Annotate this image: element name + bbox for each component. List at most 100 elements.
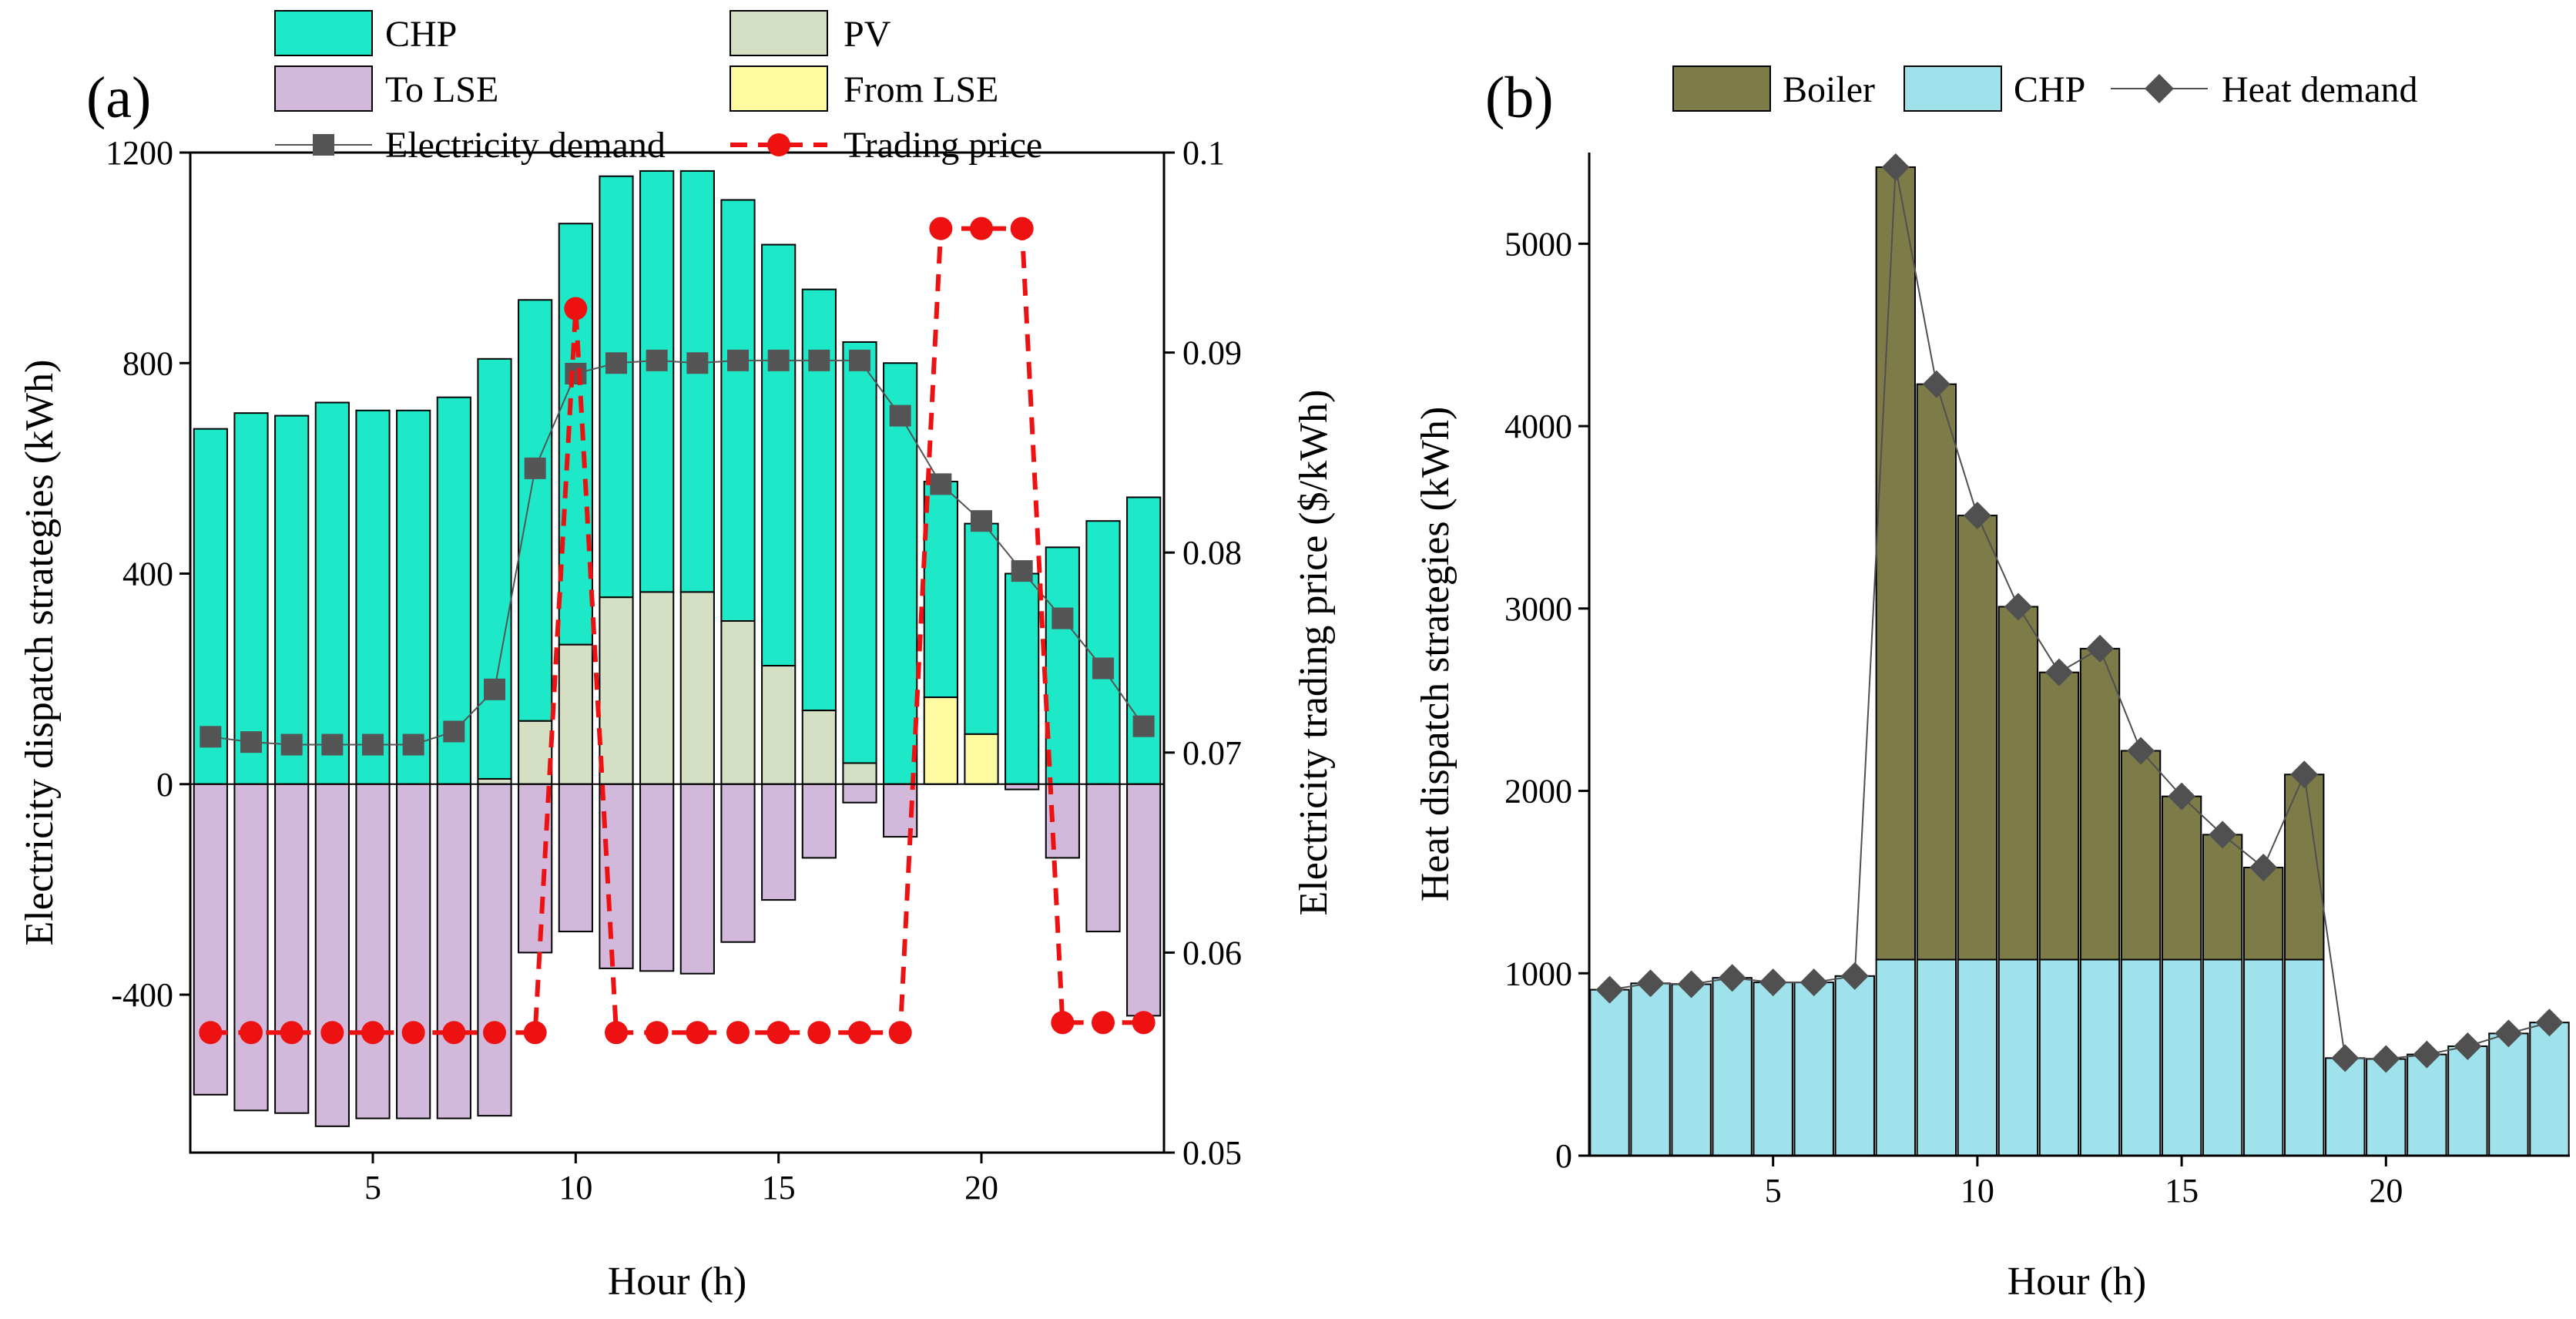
trading-price-point-h5	[361, 1021, 384, 1045]
heat-demand-point-h7	[1840, 962, 1869, 990]
bar-to-lse-h24	[1126, 783, 1162, 1017]
heat-demand-point-h2	[1636, 969, 1665, 998]
electricity-demand-point-h11	[605, 352, 627, 374]
bar-chp-heat-h24	[2529, 1022, 2570, 1156]
a-y2tick-label-2: 0.07	[1182, 734, 1242, 772]
trading-price-point-h20	[970, 216, 993, 240]
bar-chp-heat-h1	[1589, 988, 1630, 1156]
bar-to-lse-h3	[274, 783, 310, 1114]
bar-chp-heat-h5	[1753, 982, 1793, 1157]
trading-price-point-h10	[564, 297, 588, 321]
panel-a-lines	[199, 216, 1156, 1045]
a-xtick-label-10: 10	[558, 1169, 592, 1207]
bar-chp-heat-h6	[1793, 982, 1834, 1157]
legend-heat-demand-marker	[2145, 74, 2174, 103]
bar-chp-heat-h23	[2488, 1032, 2529, 1156]
bar-to-lse-h14	[720, 783, 756, 943]
legend-electricity-demand-label: Electricity demand	[385, 125, 666, 166]
heat-demand-point-h10	[1963, 502, 1991, 530]
bar-chp-h15	[761, 243, 797, 667]
heat-demand-point-h12	[2044, 658, 2073, 686]
bar-chp-h21	[1005, 572, 1040, 785]
trading-price-point-h6	[401, 1021, 425, 1045]
bar-to-lse-h4	[314, 783, 350, 1127]
panel-a-label: (a)	[86, 65, 151, 130]
bar-from-lse-h19	[923, 696, 958, 785]
heat-demand-point-h20	[2372, 1045, 2400, 1073]
bar-chp-h11	[599, 175, 634, 599]
bar-chp-heat-h22	[2447, 1045, 2488, 1156]
legend-to-lse: To LSE	[274, 65, 498, 112]
bar-to-lse-h17	[842, 783, 877, 804]
panel-b-axes: 0 1000 2000 3000 4000 5000 5 10 15 20	[1504, 225, 2403, 1210]
a-ytick-label--400: -400	[111, 976, 173, 1014]
bar-to-lse-h2	[233, 783, 269, 1112]
bar-chp-heat-h16	[2202, 958, 2243, 1156]
bar-boiler-h13	[2079, 647, 2121, 961]
electricity-demand-point-h17	[849, 349, 870, 371]
electricity-demand-point-h18	[889, 404, 911, 427]
a-xtick-label-20: 20	[964, 1169, 998, 1207]
bar-chp-heat-h19	[2325, 1057, 2366, 1157]
bar-chp-h23	[1085, 520, 1121, 785]
legend-electricity-demand: Electricity demand	[275, 125, 666, 166]
trading-price-point-h11	[605, 1021, 628, 1045]
heat-demand-point-h24	[2535, 1009, 2564, 1037]
panel-b-bars	[1589, 166, 2570, 1157]
bar-chp-h1	[193, 428, 228, 785]
trading-price-point-h4	[320, 1021, 344, 1045]
bar-chp-h22	[1045, 546, 1080, 785]
electricity-demand-point-h23	[1092, 657, 1114, 680]
electricity-demand-point-h3	[280, 733, 303, 756]
trading-price-point-h24	[1132, 1011, 1156, 1035]
a-y2tick-label-0: 0.05	[1182, 1134, 1242, 1172]
electricity-demand-point-h15	[767, 349, 790, 371]
legend-electricity-demand-marker	[313, 134, 334, 156]
legend-boiler-label: Boiler	[1783, 69, 1875, 110]
panel-a-plot-frame	[189, 151, 1166, 1154]
heat-demand-point-h23	[2494, 1019, 2523, 1048]
bar-boiler-h15	[2161, 795, 2202, 961]
b-xtick-label-15: 15	[2165, 1172, 2199, 1210]
bar-pv-h17	[842, 762, 877, 785]
electricity-demand-point-h6	[402, 733, 424, 756]
legend-from-lse: From LSE	[730, 65, 998, 112]
bar-to-lse-h21	[1005, 783, 1040, 790]
bar-pv-h16	[801, 710, 837, 785]
trading-price-point-h16	[807, 1021, 831, 1045]
b-ytick-label-4000: 4000	[1504, 408, 1572, 445]
bar-chp-h9	[518, 299, 553, 722]
trading-price-point-h1	[199, 1021, 223, 1045]
legend-boiler: Boiler	[1672, 65, 1875, 112]
bar-pv-h10	[558, 643, 593, 785]
bar-chp-h5	[355, 409, 391, 785]
legend-pv-swatch	[730, 10, 828, 56]
heat-demand-point-h4	[1718, 964, 1746, 992]
legend-trading-price-label: Trading price	[844, 125, 1042, 166]
legend-to-lse-label: To LSE	[385, 69, 498, 110]
electricity-demand-point-h9	[524, 457, 546, 479]
bar-chp-heat-h18	[2284, 958, 2325, 1156]
bar-chp-h16	[801, 288, 837, 712]
panel-a-y-axis-label: Electricity dispatch strategies (kWh)	[18, 360, 62, 946]
legend-heat-demand-label: Heat demand	[2222, 69, 2418, 110]
electricity-demand-point-h4	[321, 733, 344, 756]
bar-chp-heat-h2	[1630, 982, 1671, 1156]
a-y2tick-label-5: 0.1	[1182, 134, 1225, 172]
electricity-demand-point-h12	[646, 349, 668, 371]
legend-to-lse-swatch	[274, 65, 373, 112]
bar-chp-h4	[314, 401, 350, 785]
heat-demand-point-h14	[2127, 737, 2155, 765]
bar-pv-h15	[761, 665, 797, 785]
legend-trading-price-marker	[767, 133, 790, 156]
bar-pv-h8	[477, 777, 512, 785]
panel-a-y2-axis-label: Electricity trading price ($/kWh)	[1292, 390, 1336, 916]
bar-to-lse-h5	[355, 783, 391, 1119]
bar-chp-heat-h20	[2366, 1058, 2407, 1156]
bar-to-lse-h6	[396, 783, 431, 1119]
bar-to-lse-h7	[436, 783, 471, 1119]
bar-chp-h6	[396, 409, 431, 785]
trading-price-point-h7	[442, 1021, 466, 1045]
panel-a: (a) -400 0 400 800 1200 0.05 0.06 0.07 0.08 0.09 0…	[18, 10, 1336, 1304]
bar-chp-heat-h10	[1957, 958, 1998, 1156]
